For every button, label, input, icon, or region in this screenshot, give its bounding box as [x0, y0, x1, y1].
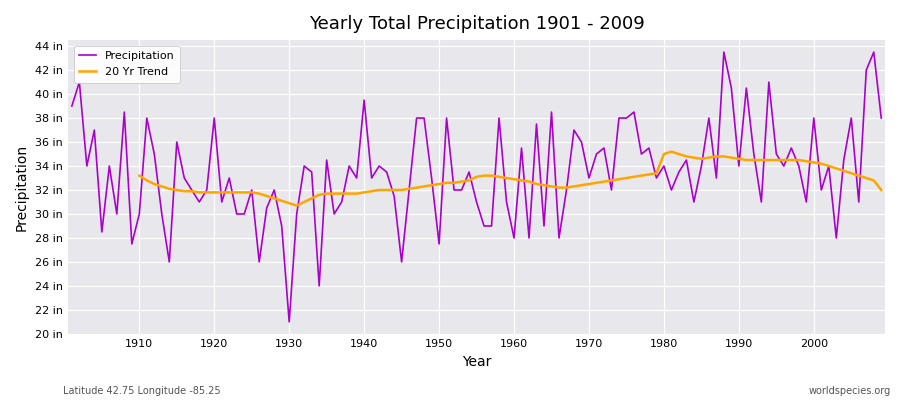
Text: Latitude 42.75 Longitude -85.25: Latitude 42.75 Longitude -85.25 [63, 386, 220, 396]
Precipitation [606, 188, 616, 192]
20 Yr Trend [583, 182, 594, 186]
20 Yr Trend [134, 173, 145, 178]
20 Yr Trend [292, 203, 302, 208]
Text: worldspecies.org: worldspecies.org [809, 386, 891, 396]
Precipitation [299, 164, 310, 168]
20 Yr Trend [831, 166, 842, 171]
Precipitation [344, 164, 355, 168]
Precipitation [284, 320, 294, 324]
Title: Yearly Total Precipitation 1901 - 2009: Yearly Total Precipitation 1901 - 2009 [309, 15, 644, 33]
20 Yr Trend [314, 192, 325, 197]
Line: Precipitation: Precipitation [72, 52, 881, 322]
20 Yr Trend [666, 149, 677, 154]
20 Yr Trend [524, 179, 535, 184]
Legend: Precipitation, 20 Yr Trend: Precipitation, 20 Yr Trend [74, 46, 180, 82]
Precipitation [718, 50, 729, 54]
X-axis label: Year: Year [462, 355, 491, 369]
Precipitation [126, 242, 137, 246]
Precipitation [516, 146, 526, 150]
20 Yr Trend [853, 173, 864, 178]
20 Yr Trend [276, 198, 287, 203]
20 Yr Trend [876, 188, 886, 192]
Precipitation [508, 236, 519, 240]
Precipitation [876, 116, 886, 120]
Y-axis label: Precipitation: Precipitation [15, 144, 29, 230]
Line: 20 Yr Trend: 20 Yr Trend [140, 152, 881, 206]
Precipitation [67, 104, 77, 108]
